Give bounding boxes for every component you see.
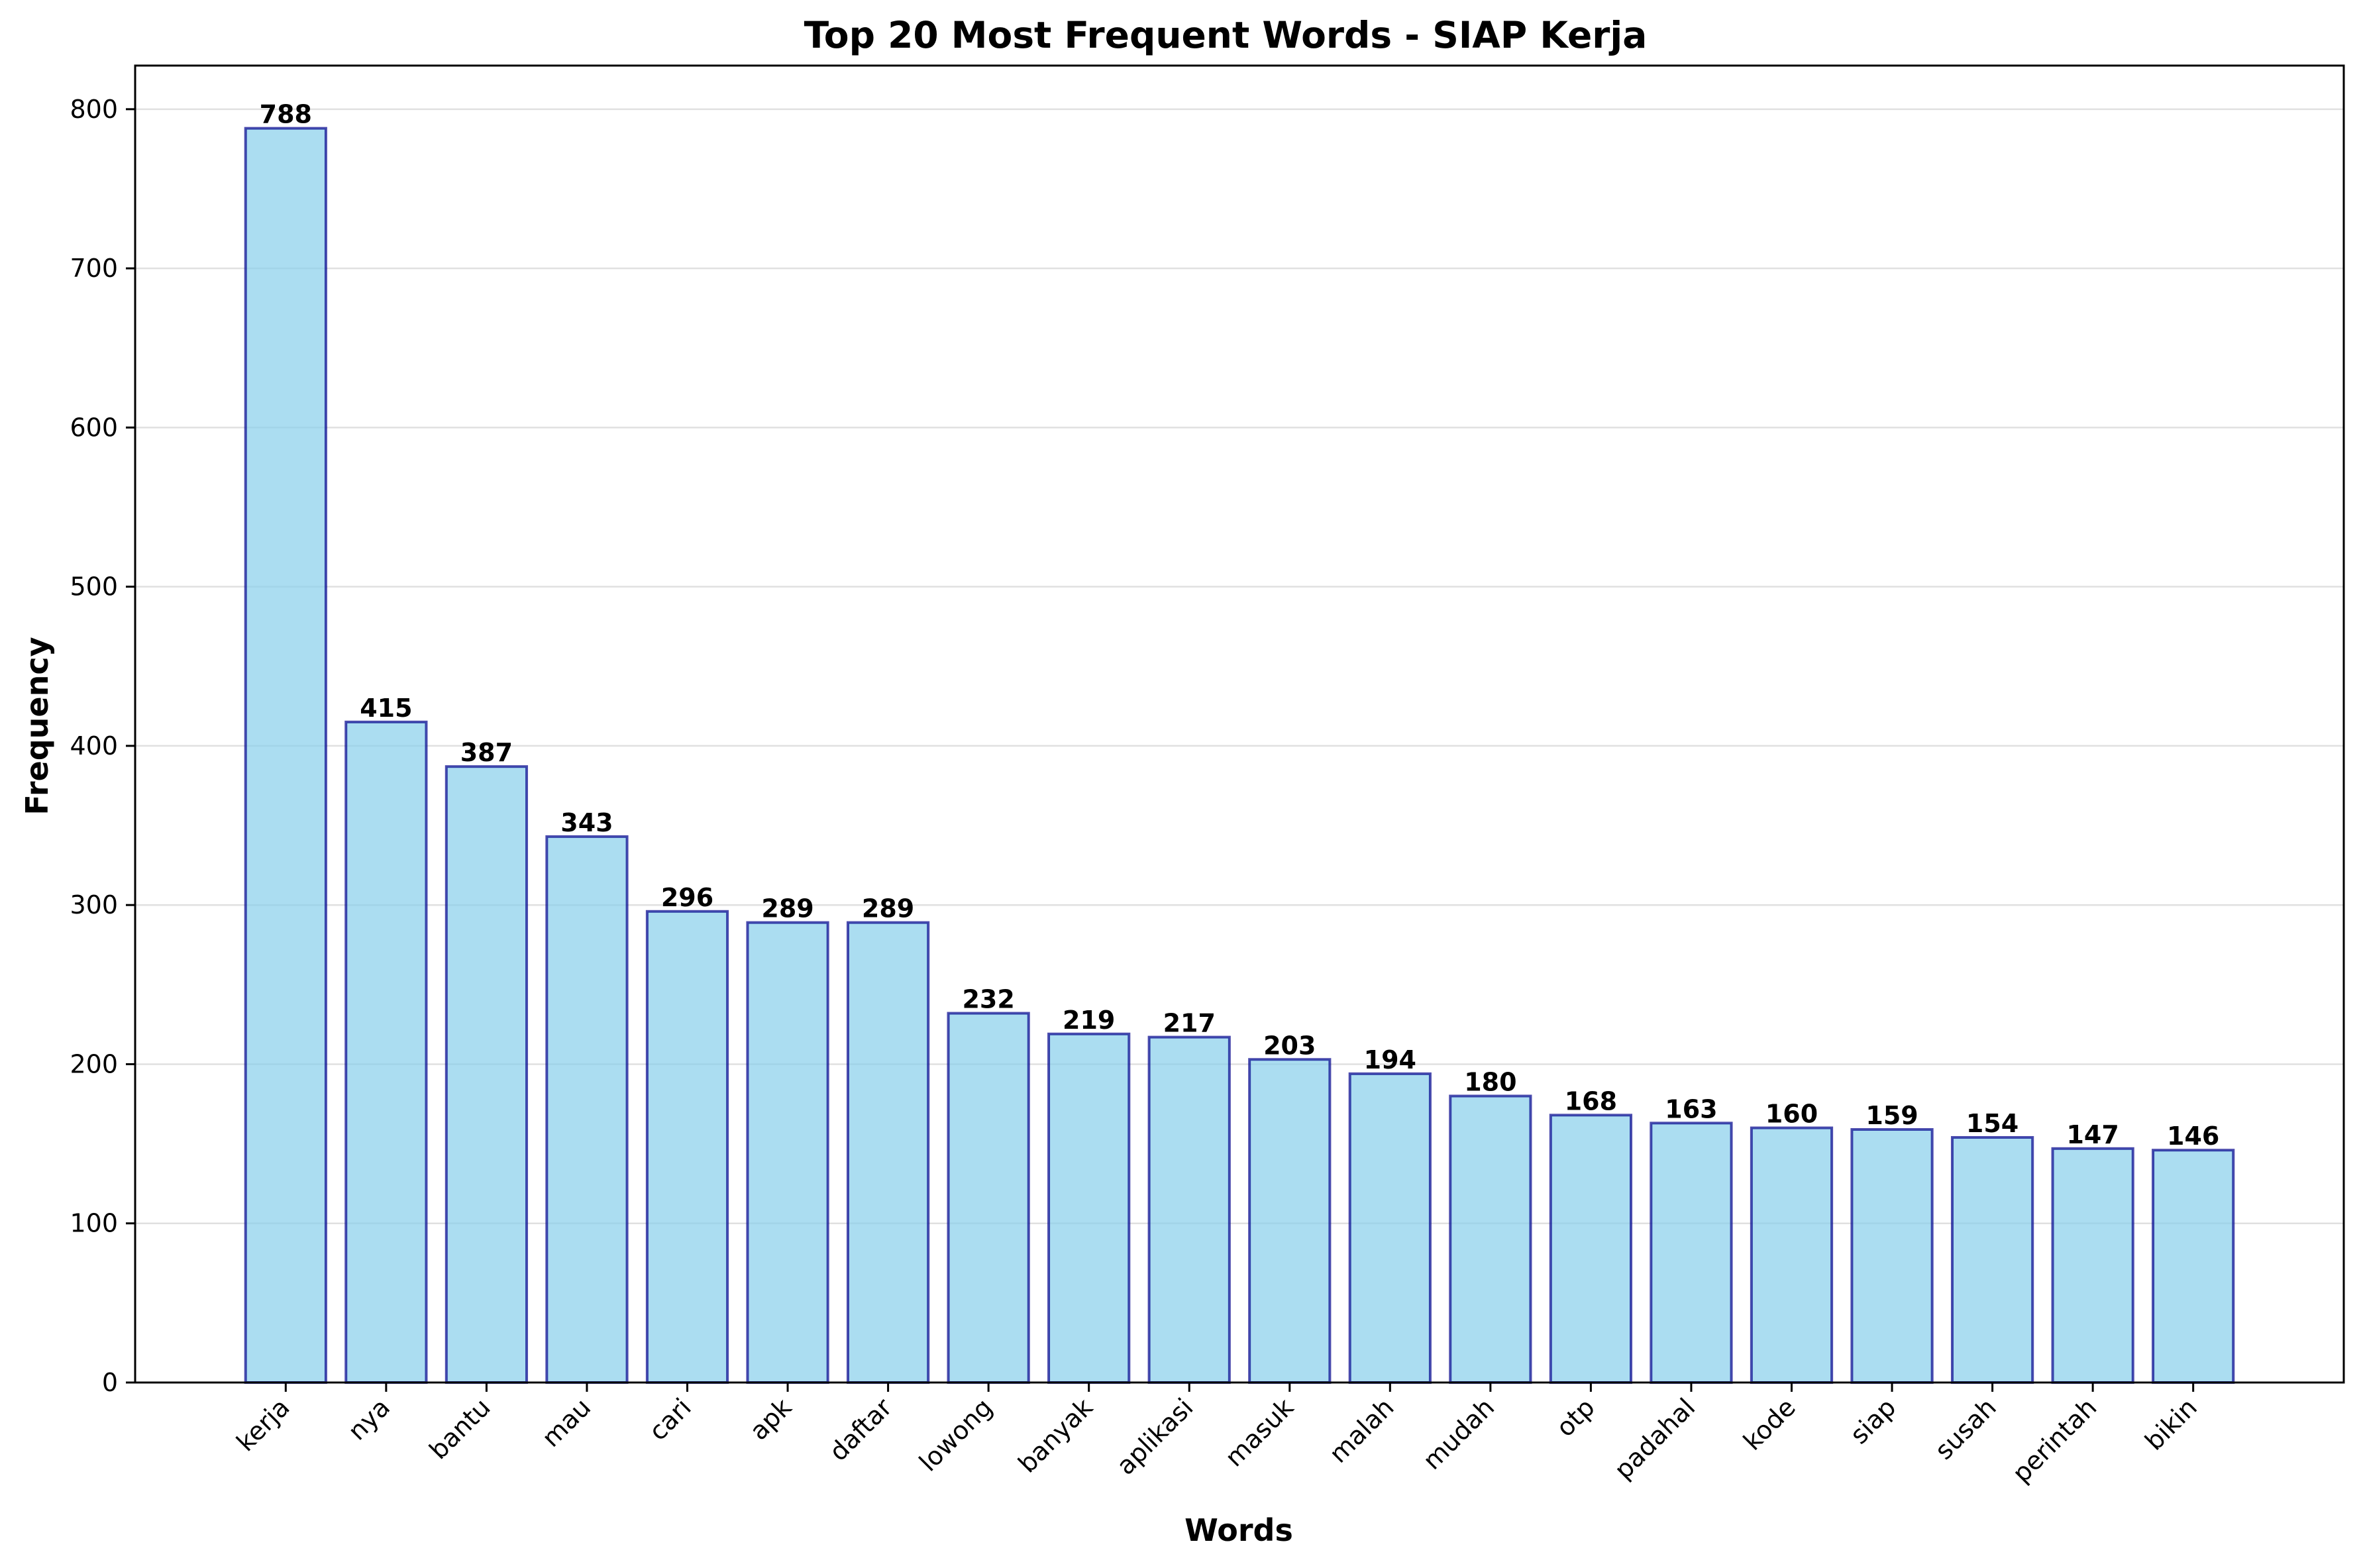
data-labels: 788 415 387 343 296 289 289 232 219 217 203 194 180 1… (260, 100, 2220, 1151)
y-tick-label: 400 (70, 731, 118, 760)
bar-kerja (244, 127, 327, 1385)
y-tick-label: 200 (70, 1049, 118, 1078)
data-label-bantu: 387 (460, 738, 513, 767)
data-label-kode: 160 (1765, 1100, 1818, 1129)
data-label-kerja: 788 (260, 100, 312, 129)
y-tick-label: 500 (70, 572, 118, 601)
y-tick-label: 800 (70, 95, 118, 124)
data-label-perintah: 147 (2066, 1120, 2119, 1149)
bar-aplikasi (1147, 1035, 1231, 1384)
data-label-mau: 343 (560, 808, 613, 837)
data-label-susah: 154 (1966, 1109, 2019, 1138)
bar-nya (344, 720, 428, 1384)
data-label-nya: 415 (360, 694, 412, 723)
data-label-lowong: 232 (962, 985, 1014, 1014)
bar-daftar (846, 921, 930, 1384)
x-axis-label: Words (1184, 1512, 1293, 1548)
bar-mau (545, 835, 629, 1385)
y-tick-label: 600 (70, 413, 118, 442)
plot-frame (134, 64, 2345, 1384)
bar-padahal (1650, 1122, 1733, 1385)
y-axis-label: Frequency (19, 637, 55, 815)
bar-susah (1950, 1135, 2034, 1384)
data-label-daftar: 289 (862, 894, 914, 923)
bar-bantu (445, 765, 529, 1385)
data-label-cari: 296 (661, 883, 713, 912)
bar-banyak (1047, 1032, 1131, 1384)
y-tick-label: 100 (70, 1209, 118, 1238)
data-label-apk: 289 (761, 894, 813, 923)
data-label-malah: 194 (1364, 1045, 1416, 1074)
data-label-padahal: 163 (1665, 1094, 1717, 1124)
bar-siap (1850, 1127, 1934, 1384)
bar-masuk (1248, 1058, 1332, 1384)
bar-perintah (2051, 1147, 2134, 1384)
bar-apk (746, 921, 829, 1384)
data-label-aplikasi: 217 (1163, 1009, 1216, 1038)
bar-malah (1348, 1072, 1432, 1384)
data-label-bikin: 146 (2167, 1122, 2219, 1151)
chart-title: Top 20 Most Frequent Words - SIAP Kerja (804, 14, 1648, 56)
data-label-banyak: 219 (1063, 1006, 1115, 1035)
y-tick-label: 300 (70, 890, 118, 919)
bars (244, 127, 2235, 1385)
bar-kode (1750, 1126, 1834, 1385)
data-label-masuk: 203 (1263, 1031, 1316, 1060)
bar-lowong (947, 1012, 1030, 1384)
data-label-siap: 159 (1865, 1101, 1918, 1130)
bar-bikin (2152, 1149, 2235, 1384)
data-label-otp: 168 (1565, 1086, 1617, 1116)
bar-cari (645, 910, 729, 1385)
bar-mudah (1449, 1094, 1532, 1384)
y-tick-label: 0 (102, 1368, 118, 1397)
data-label-mudah: 180 (1464, 1068, 1516, 1097)
y-tick-label: 700 (70, 254, 118, 283)
bar-otp (1549, 1114, 1633, 1385)
